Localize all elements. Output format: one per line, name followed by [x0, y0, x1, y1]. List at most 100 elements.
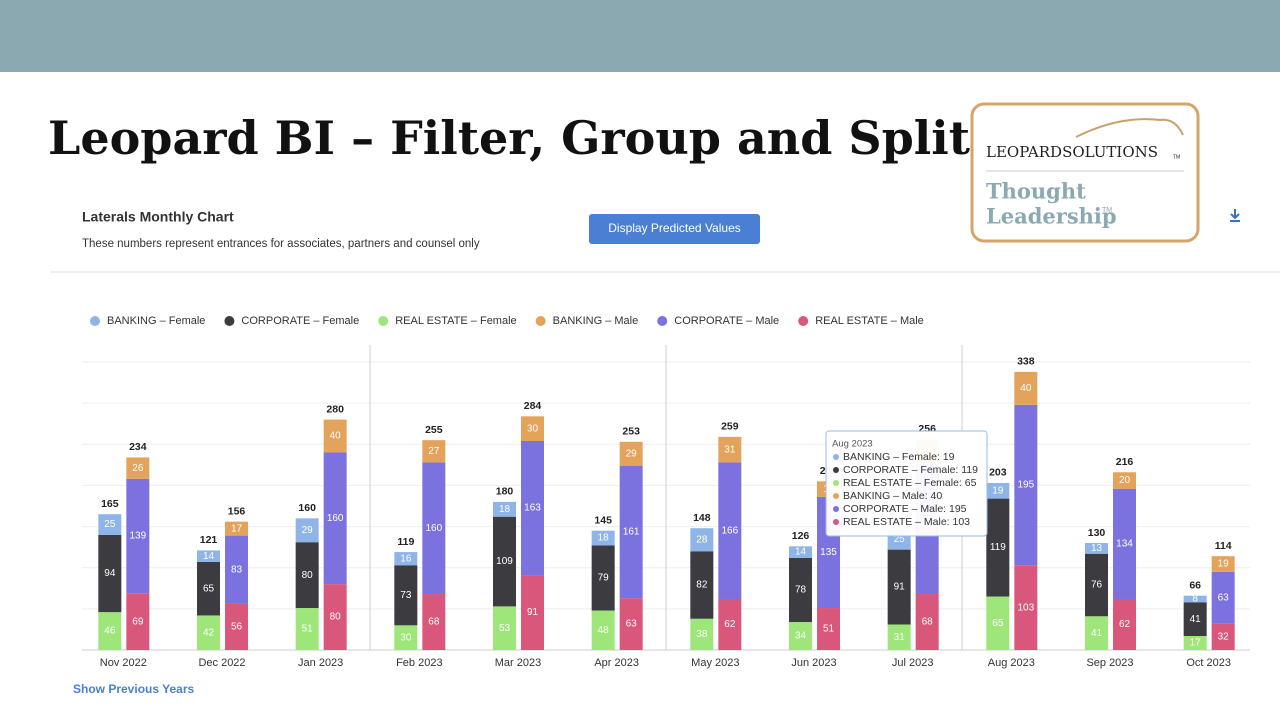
- segment-label: 27: [428, 446, 440, 457]
- segment-label: 41: [1091, 628, 1103, 639]
- stack-total: 280: [326, 403, 344, 415]
- bar-segment: [225, 521, 248, 536]
- stack-total: 119: [397, 536, 414, 548]
- segment-label: 42: [203, 627, 215, 638]
- bar-segment: [521, 416, 544, 441]
- bar-segment: [1183, 602, 1207, 637]
- stack-total: 145: [594, 514, 612, 526]
- segment-label: 79: [598, 573, 610, 584]
- bar-segment: [887, 549, 911, 625]
- segment-label: 62: [1119, 619, 1131, 630]
- bar-segment: [1085, 553, 1108, 617]
- tooltip-title: Aug 2023: [832, 439, 873, 450]
- predict-button[interactable]: [589, 214, 760, 244]
- bar-segment: [225, 603, 248, 650]
- segment-label: 19: [992, 485, 1004, 496]
- stack-total: 66: [1189, 579, 1201, 591]
- bar-segment: [1014, 565, 1038, 650]
- segment-label: 161: [623, 527, 640, 538]
- segment-label: 20: [1119, 475, 1131, 486]
- bar-segment: [1211, 556, 1235, 572]
- bar-segment: [986, 482, 1010, 499]
- bar-segment: [422, 462, 446, 595]
- bar-segment: [1183, 636, 1207, 650]
- bar-segment: [197, 561, 220, 616]
- tooltip-line: BANKING – Female: 19: [843, 451, 955, 463]
- segment-label: 139: [129, 531, 146, 542]
- legend-swatch: [224, 316, 235, 326]
- stack-total: 284: [524, 400, 542, 412]
- segment-label: 30: [400, 632, 412, 643]
- segment-label: 40: [1020, 383, 1032, 394]
- tooltip-line: CORPORATE – Female: 119: [843, 464, 978, 476]
- bar-segment: [126, 457, 150, 479]
- stack-total: 126: [792, 530, 810, 542]
- segment-label: 17: [1190, 638, 1202, 649]
- segment-label: 82: [696, 580, 708, 591]
- segment-label: 83: [231, 564, 243, 575]
- legend-label: REAL ESTATE – Female: [395, 315, 516, 327]
- x-tick-label: Oct 2023: [1186, 657, 1231, 669]
- chart: BANKING – Female CORPORATE – Female REAL E…: [82, 315, 1250, 669]
- stack-total: 234: [129, 441, 147, 453]
- logo-tm2: TM: [1102, 207, 1112, 214]
- bar-segment: [986, 596, 1010, 650]
- bar-segment: [295, 608, 319, 650]
- bar-segment: [197, 550, 220, 562]
- stack-total: 253: [622, 426, 640, 438]
- tooltip-swatch: [833, 519, 839, 525]
- stack-total: 148: [693, 512, 711, 524]
- predict-button-label[interactable]: Display Predicted Values: [608, 221, 741, 235]
- logo-brand: LEOPARDSOLUTIONS: [986, 143, 1158, 161]
- bar-segment: [323, 452, 347, 585]
- legend-swatch: [798, 316, 809, 326]
- segment-label: 134: [1116, 538, 1133, 549]
- segment-label: 51: [302, 624, 314, 635]
- legend-swatch: [657, 316, 668, 326]
- segment-label: 69: [132, 616, 144, 627]
- bar-segment: [718, 436, 742, 463]
- bar-segment: [394, 625, 418, 650]
- bar-segment: [98, 514, 122, 535]
- legend-swatch: [535, 316, 546, 326]
- segment-label: 62: [724, 619, 736, 630]
- bar-segment: [619, 465, 643, 599]
- stack-total: 203: [989, 467, 1007, 479]
- bar-segment: [817, 608, 840, 650]
- segment-label: 29: [626, 448, 638, 459]
- logo-tm: TM: [1173, 154, 1180, 160]
- segment-label: 76: [1091, 580, 1103, 591]
- tooltip-swatch: [833, 467, 839, 473]
- bar-segment: [493, 516, 516, 607]
- segment-label: 91: [527, 607, 539, 618]
- bar-segment: [1113, 472, 1136, 489]
- segment-label: 14: [795, 547, 807, 558]
- show-previous-link[interactable]: Show Previous Years: [73, 682, 194, 696]
- legend-label: REAL ESTATE – Male: [815, 315, 924, 327]
- segment-label: 103: [1017, 602, 1034, 613]
- bar-segment: [591, 610, 615, 650]
- segment-label: 34: [795, 631, 807, 642]
- bar-segment: [789, 546, 812, 558]
- bar-segment: [126, 478, 150, 594]
- tooltip-swatch: [833, 480, 839, 486]
- segment-label: 32: [1218, 631, 1230, 642]
- segment-label: 19: [1218, 559, 1230, 570]
- bar-segment: [126, 593, 150, 650]
- bar-segment: [1211, 571, 1235, 624]
- bar-segment: [789, 557, 812, 623]
- bar-segment: [915, 594, 939, 650]
- x-tick-label: Jun 2023: [791, 657, 836, 669]
- bar-segment: [1211, 623, 1235, 650]
- segment-label: 51: [823, 624, 835, 635]
- segment-label: 63: [626, 619, 638, 630]
- download-icon[interactable]: [1230, 209, 1240, 222]
- segment-label: 25: [104, 519, 116, 530]
- x-tick-label: Mar 2023: [495, 657, 541, 669]
- segment-label: 91: [894, 582, 906, 593]
- segment-label: 38: [696, 629, 708, 640]
- bar-segment: [422, 440, 446, 463]
- bar-segment: [98, 612, 122, 650]
